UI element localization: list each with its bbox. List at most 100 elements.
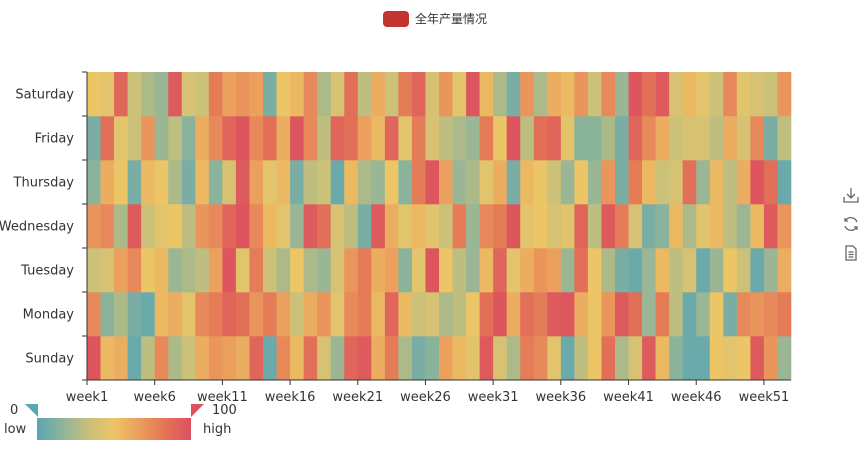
heatmap-cell[interactable] bbox=[87, 204, 101, 249]
heatmap-cell[interactable] bbox=[425, 160, 440, 205]
heatmap-cell[interactable] bbox=[777, 292, 792, 337]
heatmap-cell[interactable] bbox=[317, 204, 331, 249]
heatmap-cell[interactable] bbox=[723, 204, 738, 249]
heatmap-cell[interactable] bbox=[777, 204, 792, 249]
heatmap-cell[interactable] bbox=[127, 116, 142, 161]
heatmap-cell[interactable] bbox=[330, 336, 345, 381]
heatmap-cell[interactable] bbox=[466, 292, 480, 337]
heatmap-cell[interactable] bbox=[628, 160, 643, 205]
heatmap-cell[interactable] bbox=[669, 116, 683, 161]
heatmap-cell[interactable] bbox=[547, 292, 562, 337]
heatmap-cell[interactable] bbox=[411, 72, 426, 117]
heatmap-cell[interactable] bbox=[235, 116, 250, 161]
heatmap-cell[interactable] bbox=[87, 248, 101, 293]
heatmap-cell[interactable] bbox=[371, 336, 386, 381]
heatmap-cell[interactable] bbox=[263, 248, 277, 293]
heatmap-cell[interactable] bbox=[100, 204, 115, 249]
heatmap-cell[interactable] bbox=[168, 160, 183, 205]
heatmap-cell[interactable] bbox=[371, 204, 386, 249]
heatmap-cell[interactable] bbox=[303, 72, 318, 117]
heatmap-cell[interactable] bbox=[411, 204, 426, 249]
heatmap-cell[interactable] bbox=[344, 72, 359, 117]
heatmap-cell[interactable] bbox=[533, 204, 548, 249]
heatmap-cell[interactable] bbox=[195, 336, 210, 381]
heatmap-cell[interactable] bbox=[560, 160, 575, 205]
heatmap-cell[interactable] bbox=[601, 204, 616, 249]
heatmap-cell[interactable] bbox=[560, 336, 575, 381]
heatmap-cell[interactable] bbox=[371, 72, 386, 117]
heatmap-cell[interactable] bbox=[696, 116, 711, 161]
heatmap-cell[interactable] bbox=[357, 336, 372, 381]
heatmap-cell[interactable] bbox=[777, 160, 792, 205]
heatmap-cell[interactable] bbox=[100, 116, 115, 161]
heatmap-cell[interactable] bbox=[154, 116, 169, 161]
heatmap-cell[interactable] bbox=[425, 292, 440, 337]
heatmap-cell[interactable] bbox=[87, 160, 101, 205]
heatmap-cell[interactable] bbox=[655, 336, 670, 381]
heatmap-cell[interactable] bbox=[520, 72, 535, 117]
heatmap-cell[interactable] bbox=[290, 248, 304, 293]
heatmap-cell[interactable] bbox=[208, 204, 223, 249]
heatmap-cell[interactable] bbox=[777, 336, 792, 381]
heatmap-cell[interactable] bbox=[777, 248, 792, 293]
visual-map-bar[interactable] bbox=[37, 418, 191, 440]
heatmap-cell[interactable] bbox=[628, 116, 643, 161]
heatmap-cell[interactable] bbox=[235, 336, 250, 381]
heatmap-cell[interactable] bbox=[439, 116, 453, 161]
heatmap-cell[interactable] bbox=[222, 292, 237, 337]
heatmap-cell[interactable] bbox=[574, 204, 589, 249]
heatmap-cell[interactable] bbox=[411, 160, 426, 205]
heatmap-cell[interactable] bbox=[669, 292, 683, 337]
heatmap-cell[interactable] bbox=[547, 116, 562, 161]
heatmap-cell[interactable] bbox=[479, 116, 494, 161]
heatmap-cell[interactable] bbox=[168, 116, 183, 161]
heatmap-cell[interactable] bbox=[100, 336, 115, 381]
heatmap-cell[interactable] bbox=[520, 292, 535, 337]
heatmap-cell[interactable] bbox=[723, 336, 738, 381]
heatmap-cell[interactable] bbox=[601, 248, 616, 293]
heatmap-cell[interactable] bbox=[398, 204, 413, 249]
heatmap-cell[interactable] bbox=[560, 292, 575, 337]
heatmap-cell[interactable] bbox=[114, 336, 128, 381]
heatmap-cell[interactable] bbox=[141, 72, 155, 117]
heatmap-cell[interactable] bbox=[750, 248, 765, 293]
heatmap-cell[interactable] bbox=[330, 116, 345, 161]
heatmap-cell[interactable] bbox=[276, 160, 291, 205]
heatmap-cell[interactable] bbox=[642, 116, 656, 161]
heatmap-cell[interactable] bbox=[384, 248, 399, 293]
heatmap-cell[interactable] bbox=[669, 160, 683, 205]
heatmap-cell[interactable] bbox=[87, 72, 101, 117]
heatmap-cell[interactable] bbox=[100, 160, 115, 205]
heatmap-cell[interactable] bbox=[141, 292, 155, 337]
heatmap-cell[interactable] bbox=[682, 160, 697, 205]
heatmap-cell[interactable] bbox=[547, 160, 562, 205]
heatmap-cell[interactable] bbox=[222, 248, 237, 293]
heatmap-cell[interactable] bbox=[357, 116, 372, 161]
heatmap-cell[interactable] bbox=[181, 116, 196, 161]
heatmap-cell[interactable] bbox=[763, 248, 778, 293]
heatmap-cell[interactable] bbox=[669, 72, 683, 117]
heatmap-cell[interactable] bbox=[736, 248, 751, 293]
heatmap-cell[interactable] bbox=[127, 248, 142, 293]
heatmap-cell[interactable] bbox=[127, 204, 142, 249]
heatmap-cell[interactable] bbox=[222, 116, 237, 161]
heatmap-cell[interactable] bbox=[560, 204, 575, 249]
heatmap-cell[interactable] bbox=[493, 160, 507, 205]
heatmap-cell[interactable] bbox=[154, 160, 169, 205]
heatmap-cell[interactable] bbox=[696, 72, 711, 117]
heatmap-cell[interactable] bbox=[750, 72, 765, 117]
heatmap-cell[interactable] bbox=[601, 72, 616, 117]
heatmap-cell[interactable] bbox=[425, 248, 440, 293]
heatmap-cell[interactable] bbox=[615, 160, 629, 205]
heatmap-cell[interactable] bbox=[317, 72, 331, 117]
heatmap-cell[interactable] bbox=[466, 248, 480, 293]
heatmap-cell[interactable] bbox=[181, 336, 196, 381]
heatmap-cell[interactable] bbox=[750, 204, 765, 249]
heatmap-cell[interactable] bbox=[682, 336, 697, 381]
heatmap-cell[interactable] bbox=[276, 248, 291, 293]
heatmap-cell[interactable] bbox=[560, 248, 575, 293]
heatmap-cell[interactable] bbox=[493, 72, 507, 117]
heatmap-cell[interactable] bbox=[235, 292, 250, 337]
heatmap-cell[interactable] bbox=[777, 116, 792, 161]
heatmap-cell[interactable] bbox=[479, 72, 494, 117]
